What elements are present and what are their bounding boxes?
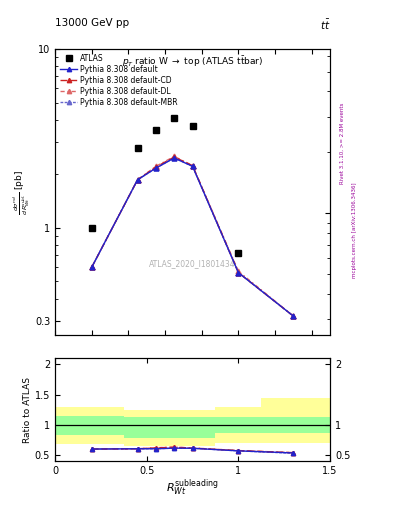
Pythia 8.308 default	[190, 163, 195, 169]
Pythia 8.308 default-CD	[291, 313, 296, 319]
Pythia 8.308 default-CD	[89, 264, 94, 270]
Pythia 8.308 default	[154, 165, 158, 171]
ATLAS	[236, 250, 241, 256]
Pythia 8.308 default-DL	[172, 153, 176, 159]
Pythia 8.308 default-MBR	[190, 163, 195, 169]
Legend: ATLAS, Pythia 8.308 default, Pythia 8.308 default-CD, Pythia 8.308 default-DL, P: ATLAS, Pythia 8.308 default, Pythia 8.30…	[59, 52, 179, 108]
Text: $t\bar{t}$: $t\bar{t}$	[320, 18, 330, 32]
Pythia 8.308 default-MBR	[236, 270, 241, 276]
Text: mcplots.cern.ch [arXiv:1306.3436]: mcplots.cern.ch [arXiv:1306.3436]	[352, 183, 357, 278]
Pythia 8.308 default-MBR	[154, 165, 158, 171]
X-axis label: $R_{Wt}^{\rm subleading}$: $R_{Wt}^{\rm subleading}$	[166, 477, 219, 498]
Pythia 8.308 default-MBR	[89, 264, 94, 270]
ATLAS	[172, 115, 176, 121]
ATLAS	[190, 123, 195, 129]
Pythia 8.308 default-MBR	[172, 155, 176, 161]
Pythia 8.308 default-DL	[236, 268, 241, 274]
Pythia 8.308 default	[291, 313, 296, 319]
Line: ATLAS: ATLAS	[88, 115, 297, 512]
Pythia 8.308 default	[135, 177, 140, 183]
Pythia 8.308 default-DL	[154, 163, 158, 169]
Pythia 8.308 default-DL	[190, 162, 195, 168]
Text: Rivet 3.1.10, >= 2.8M events: Rivet 3.1.10, >= 2.8M events	[340, 103, 345, 184]
Pythia 8.308 default-CD	[236, 270, 241, 276]
ATLAS	[154, 127, 158, 133]
Pythia 8.308 default-MBR	[135, 177, 140, 183]
Y-axis label: $\frac{d\sigma^{nd}}{d\,R_{Wt}^{subl.}}$ [pb]: $\frac{d\sigma^{nd}}{d\,R_{Wt}^{subl.}}$…	[12, 169, 32, 215]
Text: ATLAS_2020_I1801434: ATLAS_2020_I1801434	[149, 259, 236, 268]
Y-axis label: Ratio to ATLAS: Ratio to ATLAS	[23, 377, 32, 442]
ATLAS	[135, 144, 140, 151]
Line: Pythia 8.308 default-DL: Pythia 8.308 default-DL	[89, 154, 296, 318]
Pythia 8.308 default-MBR	[291, 313, 296, 319]
Pythia 8.308 default-DL	[89, 264, 94, 270]
Pythia 8.308 default	[236, 270, 241, 276]
Line: Pythia 8.308 default-MBR: Pythia 8.308 default-MBR	[89, 156, 296, 318]
Pythia 8.308 default-DL	[135, 177, 140, 183]
Pythia 8.308 default-CD	[190, 162, 195, 168]
ATLAS	[89, 225, 94, 231]
Text: 13000 GeV pp: 13000 GeV pp	[55, 18, 129, 28]
Line: Pythia 8.308 default-CD: Pythia 8.308 default-CD	[89, 155, 296, 318]
Pythia 8.308 default-CD	[172, 154, 176, 160]
Pythia 8.308 default-CD	[154, 164, 158, 170]
Pythia 8.308 default	[89, 264, 94, 270]
Pythia 8.308 default-DL	[291, 313, 296, 319]
Pythia 8.308 default-CD	[135, 177, 140, 183]
Text: $p_T$ ratio W $\rightarrow$ top (ATLAS t$\bar{\rm t}$bar): $p_T$ ratio W $\rightarrow$ top (ATLAS t…	[122, 54, 263, 69]
Line: Pythia 8.308 default: Pythia 8.308 default	[89, 156, 296, 318]
Pythia 8.308 default	[172, 155, 176, 161]
